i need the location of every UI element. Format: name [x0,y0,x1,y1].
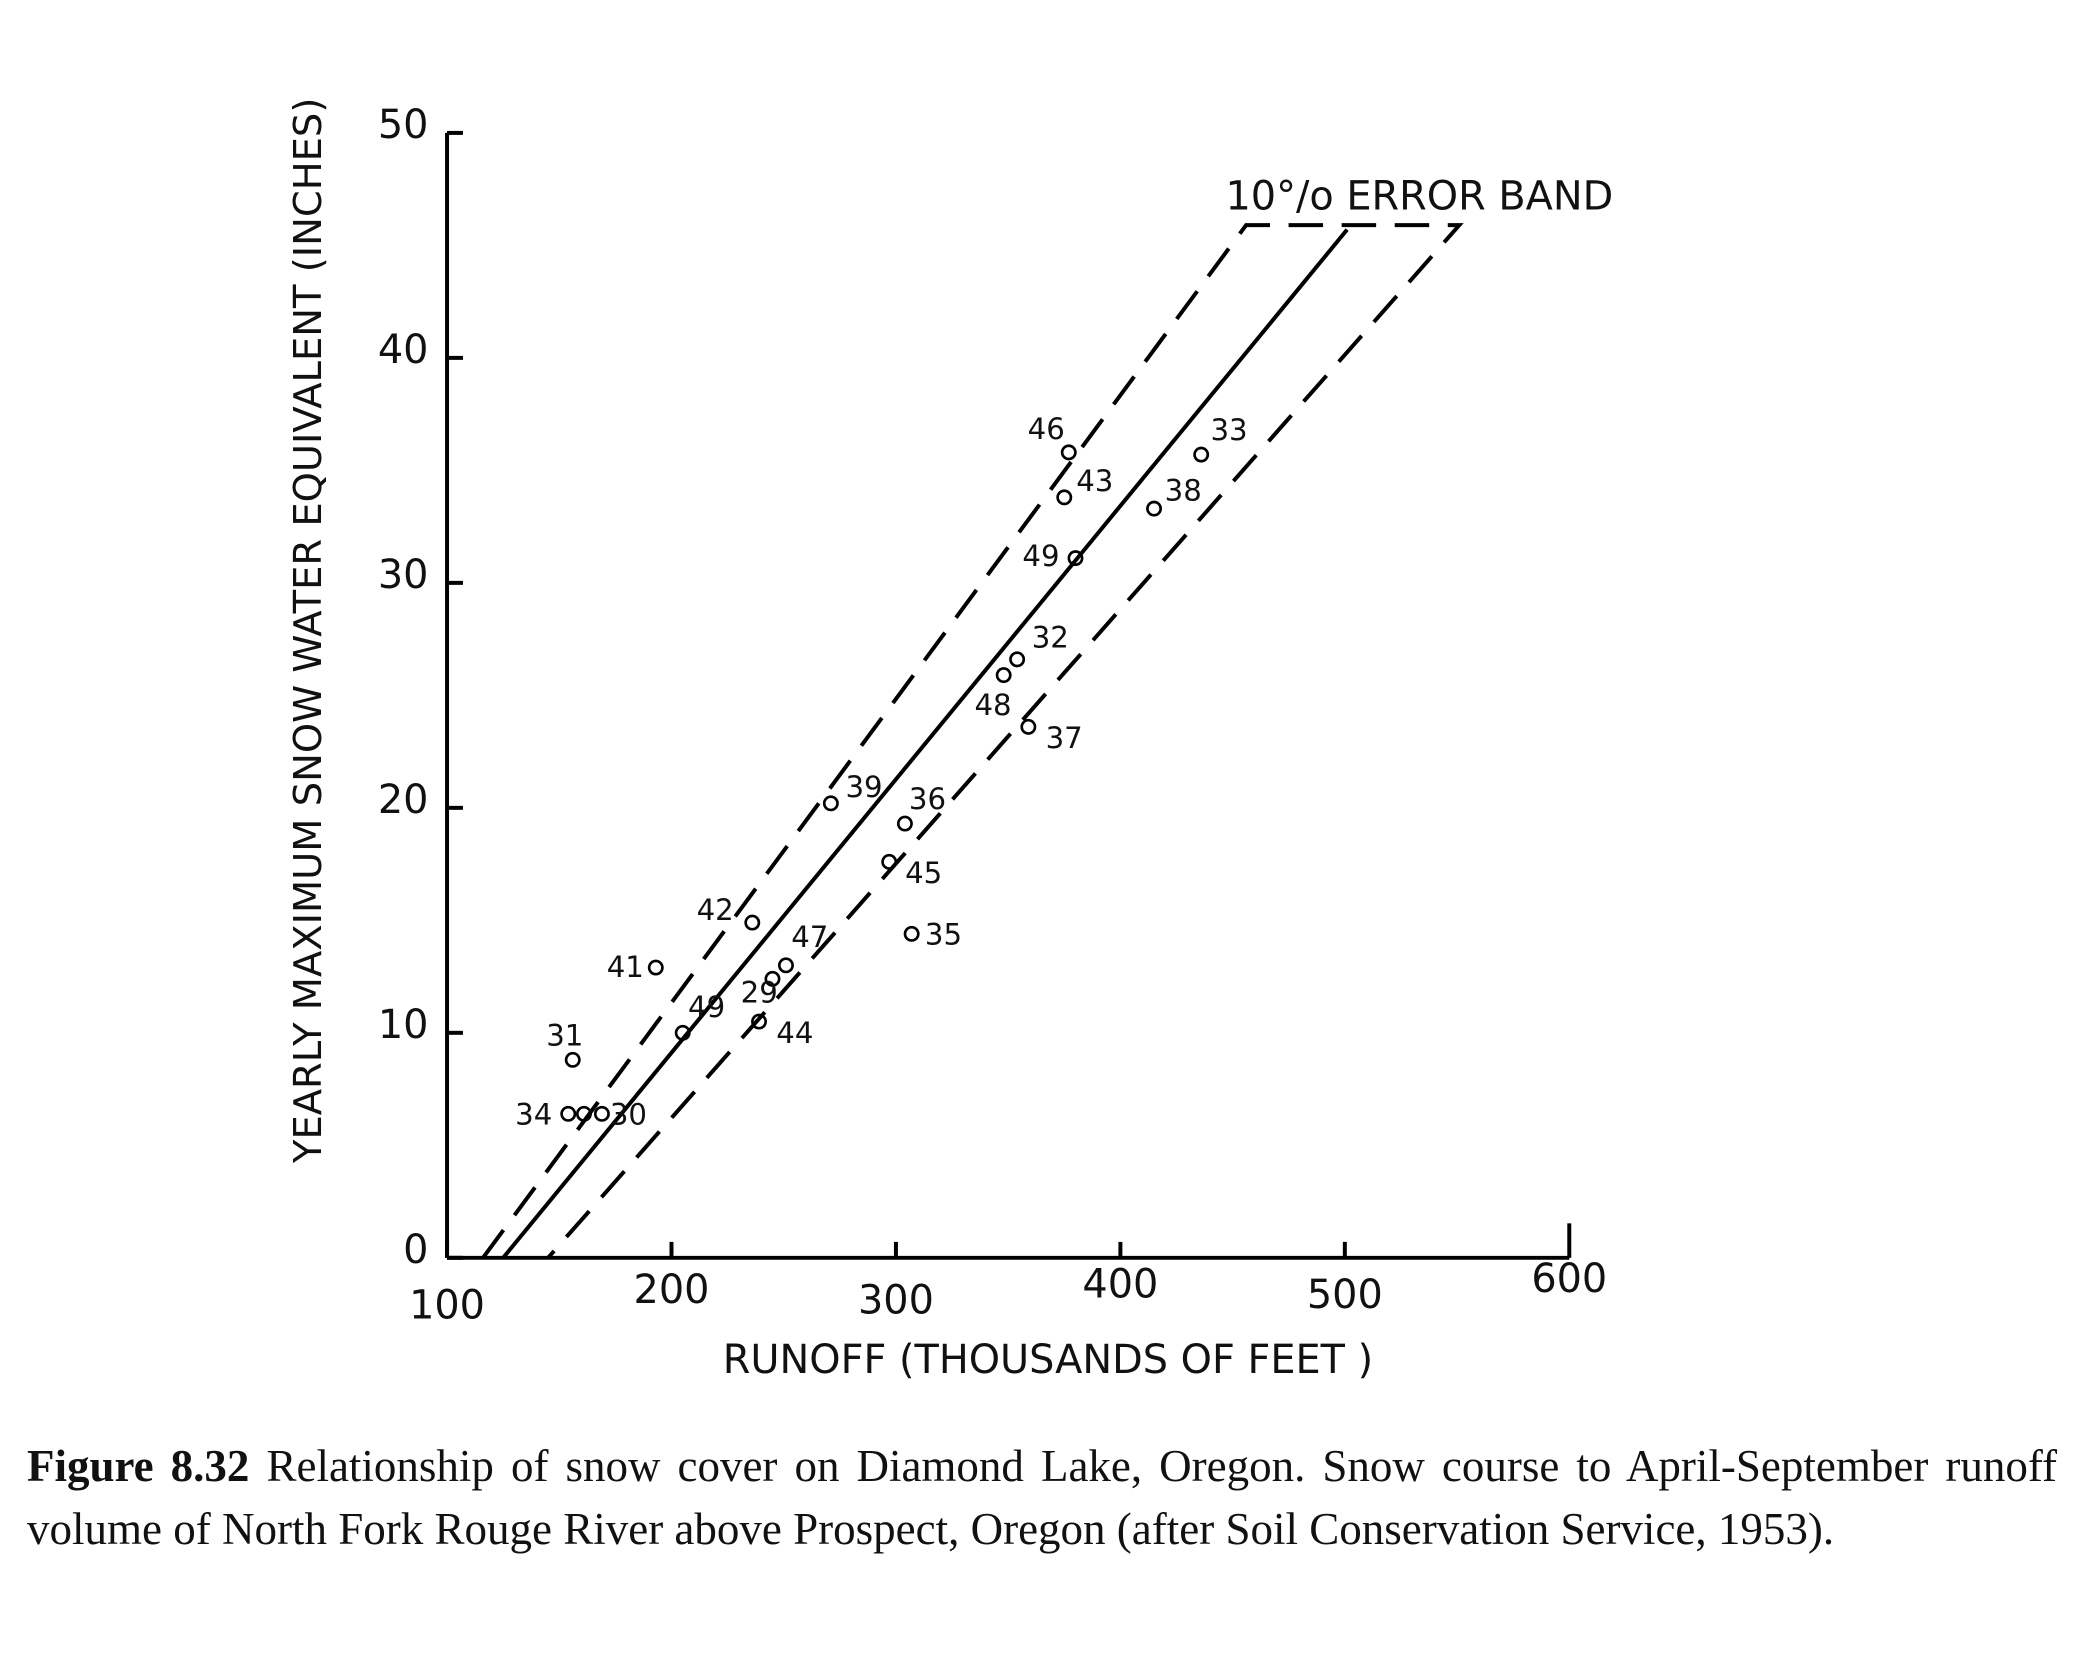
point [1020,718,1037,735]
y-tick-label: 20 [378,777,429,823]
point-label: 47 [791,920,828,954]
y-tick-label: 0 [403,1227,428,1273]
point [744,914,761,931]
chart: 10°/o ERROR BAND RUNOFF (THOUSANDS OF FE… [286,98,1613,1383]
point [674,1024,691,1041]
caption-text: Relationship of snow cover on Diamond La… [27,1441,2057,1554]
point [751,1013,767,1030]
x-tick-label: 500 [1307,1272,1383,1318]
point-label: 48 [974,688,1011,722]
point-label: 46 [1028,412,1065,446]
point-label: 43 [1076,464,1113,498]
y-tick-label: 50 [378,102,429,148]
point [903,925,920,942]
point-label: 32 [1032,620,1069,654]
x-tick-label: 100 [409,1283,485,1329]
point [1056,489,1073,506]
point-label: 29 [741,976,778,1010]
point-label: 44 [776,1016,813,1050]
y-axis-label: YEARLY MAXIMUM SNOW WATER EQUIVALENT (IN… [286,98,331,1164]
point-label: 49 [1022,539,1059,573]
point [1146,500,1163,517]
caption-label: Figure 8.32 [27,1441,250,1491]
point [896,815,913,832]
point [564,1051,581,1068]
point-label: 45 [905,856,942,890]
dashed-line [481,223,1464,1260]
y-tick-label: 40 [378,327,429,373]
point [593,1105,610,1122]
point-label: 37 [1046,721,1083,755]
point-label: 42 [697,893,734,927]
x-axis-label: RUNOFF (THOUSANDS OF FEET ) [723,1337,1373,1383]
annotation: 10°/o ERROR BAND [1225,174,1613,220]
point [764,970,781,987]
point-label: 34 [515,1097,552,1131]
point [575,1105,592,1122]
x-tick-label: 300 [858,1277,934,1323]
point-label: 30 [610,1097,647,1131]
y-tick-label: 10 [378,1002,429,1048]
point [1060,444,1077,461]
point [777,957,794,974]
point [1009,651,1026,668]
x-tick-label: 600 [1531,1256,1607,1302]
solid-line [501,228,1349,1260]
point-label: 36 [909,782,946,816]
point-label: 49 [688,990,725,1024]
point [1067,550,1084,567]
point [881,853,898,870]
point [560,1105,577,1122]
point [822,795,839,812]
point-label: 41 [607,950,644,984]
point-label: 31 [546,1018,583,1052]
caption: Figure 8.32 Relationship of snow cover o… [27,1435,2057,1561]
x-tick-label: 200 [634,1267,710,1313]
point [995,667,1012,684]
point-label: 39 [845,770,882,804]
x-tick-label: 400 [1082,1261,1158,1307]
point-label: 35 [925,917,962,951]
point-label: 38 [1165,474,1202,508]
point [1193,446,1210,463]
point-label: 33 [1210,413,1247,447]
point [647,959,664,976]
y-tick-label: 30 [378,552,429,598]
